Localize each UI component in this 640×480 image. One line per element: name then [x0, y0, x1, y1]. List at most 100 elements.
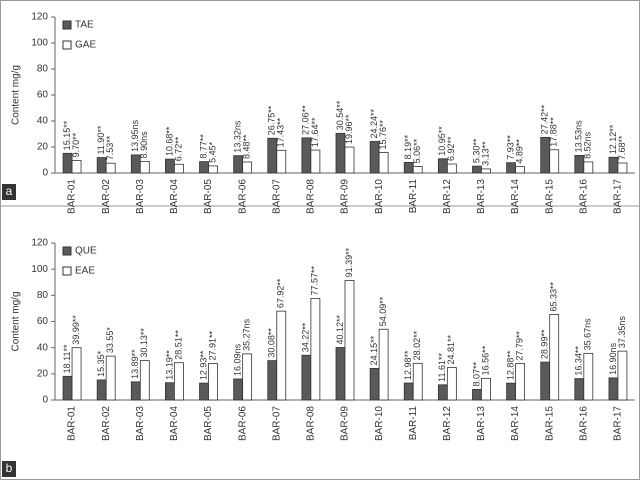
x-tick-label: BAR-02: [101, 406, 112, 441]
bar: [233, 378, 244, 401]
value-label: 15.15**: [62, 120, 72, 150]
value-label: 91.39**: [344, 247, 354, 277]
legend-label: TAE: [75, 20, 94, 31]
value-label: 19.96**: [344, 114, 354, 144]
x-tick-label: BAR-16: [578, 179, 589, 214]
bar: [549, 314, 560, 401]
x-tick-label: BAR-12: [442, 406, 453, 441]
legend-label: EAE: [75, 266, 95, 277]
value-label: 35.27ns: [242, 318, 252, 351]
bar: [105, 162, 116, 174]
x-tick-label: BAR-14: [510, 406, 521, 441]
bar: [208, 363, 218, 401]
bar: [344, 146, 355, 174]
bar: [96, 379, 107, 401]
bar: [105, 355, 116, 401]
y-tick-label: 40: [37, 342, 49, 353]
x-tick-label: BAR-06: [237, 179, 248, 214]
value-label: 6.72**: [173, 136, 183, 161]
value-label: 8.77**: [198, 134, 208, 159]
y-tick-label: 40: [37, 116, 49, 127]
bar: [403, 382, 414, 401]
legend-swatch: [62, 20, 72, 30]
bar: [174, 362, 184, 401]
value-label: 8.07**: [471, 361, 481, 386]
value-label: 16.56**: [480, 345, 490, 375]
x-tick-label: BAR-06: [237, 406, 248, 441]
y-tick-label: 60: [37, 316, 49, 327]
bar: [574, 378, 585, 401]
value-label: 11.90**: [96, 125, 106, 154]
bar: [301, 354, 312, 401]
panel-label-box: [2, 184, 16, 200]
value-label: 54.09**: [378, 296, 388, 326]
y-tick-label: 120: [31, 12, 48, 23]
x-tick-label: BAR-15: [544, 179, 555, 214]
y-tick-label: 20: [37, 142, 49, 153]
x-tick-label: BAR-12: [442, 179, 453, 214]
x-tick-label: BAR-04: [169, 179, 180, 214]
value-label: 8.19**: [403, 134, 413, 159]
value-label: 13.32ns: [233, 120, 243, 153]
panel-label-box: [2, 461, 16, 477]
value-label: 67.92**: [276, 278, 286, 308]
value-label: 10.95**: [437, 126, 447, 156]
value-label: 15.76**: [378, 119, 388, 149]
value-label: 33.55*: [105, 327, 115, 354]
x-tick-label: BAR-09: [340, 406, 351, 441]
value-label: 17.64**: [310, 117, 320, 147]
bar: [412, 362, 423, 401]
value-label: 16.09ns: [233, 343, 243, 376]
y-tick-label: 0: [42, 395, 48, 406]
value-label: 7.93**: [505, 135, 515, 160]
x-tick-label: BAR-03: [135, 406, 146, 441]
x-tick-label: BAR-13: [476, 406, 487, 441]
value-label: 39.99**: [71, 315, 81, 345]
legend-label: GAE: [75, 40, 96, 51]
y-tick-label: 0: [42, 168, 48, 179]
bar: [62, 375, 73, 401]
bar: [506, 382, 516, 401]
value-label: 4.89**: [514, 139, 524, 164]
bar: [139, 360, 150, 401]
value-label: 11.61**: [437, 352, 447, 381]
x-tick-label: BAR-03: [135, 179, 146, 214]
panel-label: b: [6, 461, 13, 475]
panel-label: a: [6, 184, 13, 198]
bar: [242, 353, 253, 401]
value-label: 28.99**: [540, 329, 550, 359]
bar: [617, 350, 628, 401]
value-label: 24.24**: [369, 108, 379, 138]
x-tick-label: BAR-08: [306, 179, 317, 214]
x-tick-label: BAR-09: [340, 179, 351, 214]
x-tick-label: BAR-17: [613, 406, 624, 441]
value-label: 12.12**: [608, 124, 618, 154]
bar: [481, 168, 491, 174]
value-label: 5.06**: [412, 138, 422, 163]
x-tick-label: BAR-15: [544, 406, 555, 441]
value-label: 30.54**: [335, 100, 345, 130]
bar: [310, 298, 321, 401]
value-label: 28.51**: [173, 330, 183, 360]
value-label: 8.48**: [242, 134, 252, 159]
y-tick-label: 100: [31, 264, 48, 275]
bar: [310, 149, 321, 174]
legend-swatch: [62, 246, 72, 256]
bar: [583, 161, 594, 174]
x-tick-label: BAR-13: [476, 179, 487, 214]
value-label: 5.45*: [207, 141, 217, 163]
bar: [617, 162, 628, 174]
bar: [446, 163, 457, 174]
x-tick-label: BAR-01: [67, 406, 78, 441]
y-tick-label: 80: [37, 64, 49, 75]
bar: [472, 389, 482, 401]
bar: [335, 347, 346, 401]
bar: [71, 159, 82, 174]
bar: [608, 377, 619, 401]
value-label: 12.98**: [403, 350, 413, 380]
x-tick-label: BAR-07: [271, 179, 282, 214]
value-label: 13.53ns: [574, 120, 584, 153]
bar: [139, 161, 150, 174]
x-tick-label: BAR-04: [169, 406, 180, 441]
bar: [412, 166, 423, 174]
